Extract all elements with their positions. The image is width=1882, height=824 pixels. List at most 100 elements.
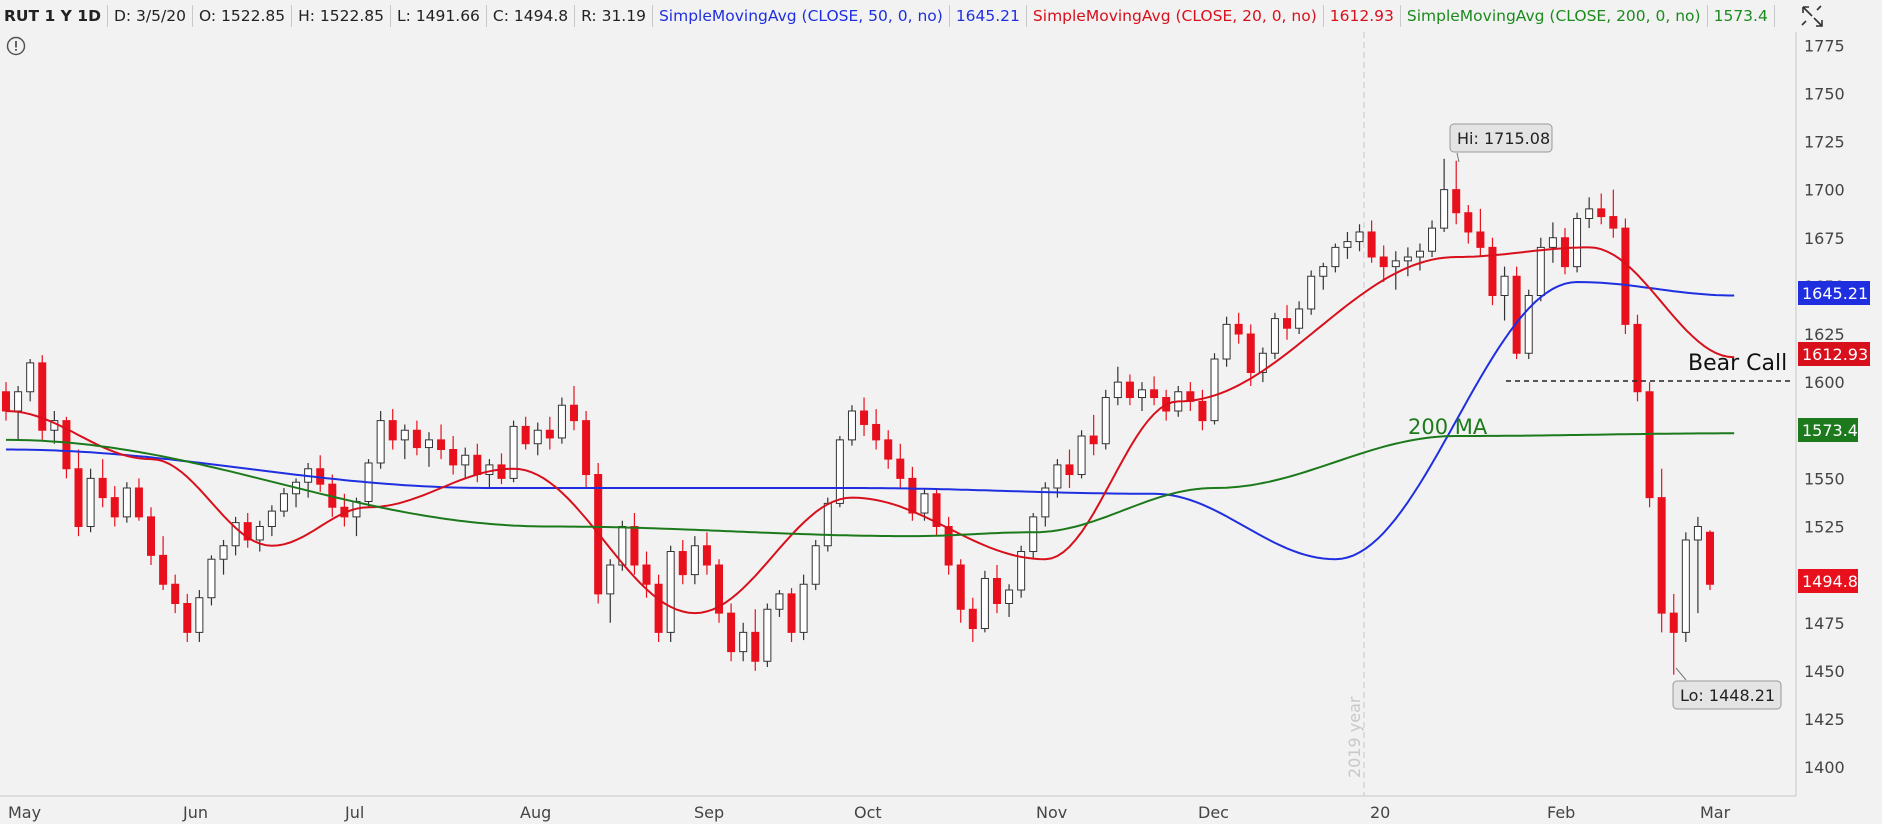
y-tick-label: 1675 (1804, 229, 1845, 248)
candle (678, 539, 687, 585)
y-tick-label: 1425 (1804, 710, 1845, 729)
candle (195, 590, 204, 642)
candle (388, 409, 397, 450)
sma50-badge (1798, 281, 1870, 305)
candle (412, 420, 421, 456)
candle (74, 449, 83, 537)
candle (316, 455, 325, 492)
candle (787, 588, 796, 642)
candle (1464, 205, 1473, 244)
x-tick-label: Jun (182, 803, 208, 822)
y-tick-label: 1400 (1804, 758, 1845, 777)
candle (376, 411, 385, 469)
candle (727, 603, 736, 662)
candle (1005, 584, 1014, 617)
candle (62, 416, 71, 479)
candle (122, 482, 131, 523)
candle (1210, 353, 1219, 425)
symbol-label[interactable]: RUT 1 Y 1D (0, 4, 108, 27)
candle (920, 488, 929, 521)
candle (279, 488, 288, 517)
candle (400, 424, 409, 460)
candle (1367, 220, 1376, 263)
candle (666, 545, 675, 642)
lo-callout: Lo: 1448.21 (1672, 667, 1782, 710)
candle (1415, 243, 1424, 271)
candle (473, 443, 482, 483)
sma50-value: 1645.21 (950, 4, 1027, 27)
ma200-label: 200 MA (1408, 415, 1488, 439)
candle (1379, 245, 1388, 283)
candle (159, 536, 168, 591)
alert-icon[interactable] (6, 36, 26, 56)
candle (1029, 513, 1038, 560)
candle (1585, 197, 1594, 229)
candle (872, 409, 881, 450)
candle (1476, 208, 1485, 257)
candle (835, 436, 844, 508)
candle (956, 559, 965, 623)
sma50-badge-text: 1645.21 (1802, 284, 1868, 303)
candle (1283, 305, 1292, 340)
x-tick-label: Aug (520, 803, 551, 822)
candle (1113, 366, 1122, 406)
candle (292, 478, 301, 508)
x-tick-label: Jul (344, 803, 364, 822)
candle (1089, 414, 1098, 456)
y-tick-label: 1725 (1804, 133, 1845, 152)
candle (1500, 266, 1509, 321)
cursor-crosshair-icon[interactable] (1800, 4, 1826, 30)
candle (860, 397, 869, 437)
candle (1512, 266, 1521, 360)
y-tick-label: 1775 (1804, 36, 1845, 55)
candle (183, 593, 192, 642)
candle (1065, 449, 1074, 488)
hi-callout: Hi: 1715.08 (1449, 123, 1553, 163)
candle (1138, 382, 1146, 411)
candle (521, 416, 530, 450)
sma20-label[interactable]: SimpleMovingAvg (CLOSE, 20, 0, no) (1027, 4, 1324, 27)
candle (1536, 237, 1545, 302)
y-tick-label: 1750 (1804, 84, 1845, 103)
candle (847, 405, 856, 446)
candle (267, 505, 276, 537)
x-tick-label: Oct (854, 803, 882, 822)
candle (811, 539, 820, 591)
candle (1488, 237, 1497, 306)
last-price-badge (1798, 569, 1858, 593)
candle (1125, 374, 1134, 406)
sma50-label[interactable]: SimpleMovingAvg (CLOSE, 50, 0, no) (653, 4, 950, 27)
y-tick-label: 1625 (1804, 325, 1845, 344)
x-tick-label: Sep (694, 803, 724, 822)
y-axis-ticks: 1400142514501475150015251550157516001625… (1804, 36, 1845, 777)
candle (582, 411, 591, 488)
candle (485, 459, 494, 488)
candle (147, 507, 156, 565)
x-tick-label: Mar (1700, 803, 1731, 822)
candle (1331, 243, 1340, 273)
candle (630, 513, 639, 575)
price-badges: 1645.21 1612.93 1573.4 1494.8 (1798, 281, 1870, 593)
open-label: O: 1522.85 (193, 4, 293, 27)
x-axis-ticks: May Jun Jul Aug Sep Oct Nov Dec 20 Feb Mar (8, 803, 1731, 822)
candle (1101, 389, 1110, 450)
candle (1258, 347, 1267, 383)
candle (1452, 160, 1461, 225)
y-tick-label: 1450 (1804, 662, 1845, 681)
last-price-badge-text: 1494.8 (1802, 572, 1858, 591)
chart-header: RUT 1 Y 1D D: 3/5/20 O: 1522.85 H: 1522.… (0, 0, 1800, 31)
candle (896, 443, 905, 488)
sma200-label[interactable]: SimpleMovingAvg (CLOSE, 200, 0, no) (1401, 4, 1708, 27)
candle (570, 385, 578, 431)
candle (86, 468, 95, 533)
candle (1053, 459, 1062, 498)
y-tick-label: 1475 (1804, 614, 1845, 633)
candle (38, 355, 47, 440)
candle (134, 478, 143, 521)
sma200-value: 1573.4 (1708, 4, 1775, 27)
candle (255, 520, 264, 552)
candle (1222, 316, 1231, 367)
candle (751, 609, 760, 671)
y-tick-label: 1700 (1804, 181, 1845, 200)
